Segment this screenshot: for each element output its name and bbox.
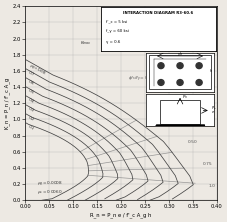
Text: .03: .03 (27, 106, 34, 113)
Text: $\rho_s = 0.0060$: $\rho_s = 0.0060$ (37, 188, 63, 196)
Text: .05: .05 (27, 88, 34, 95)
Text: .06: .06 (27, 79, 34, 86)
Text: .02: .02 (27, 115, 34, 122)
Text: $K_{max}$: $K_{max}$ (80, 39, 92, 47)
Text: .04: .04 (27, 97, 34, 104)
Text: 0.75: 0.75 (202, 162, 212, 166)
Text: $\rho_g = 0.0008$: $\rho_g = 0.0008$ (37, 179, 63, 188)
Text: $\phi f_s/f_y=0$: $\phi f_s/f_y=0$ (128, 74, 149, 83)
Y-axis label: K_n = P_n / f'_c A_g: K_n = P_n / f'_c A_g (4, 77, 10, 129)
Text: 0.50: 0.50 (188, 140, 198, 144)
X-axis label: R_n = P_n e / f'_c A_g h: R_n = P_n e / f'_c A_g h (90, 212, 152, 218)
Text: 1.0: 1.0 (208, 184, 215, 188)
Text: .07: .07 (27, 70, 34, 77)
Text: .01: .01 (27, 124, 34, 131)
Text: 0.25: 0.25 (167, 116, 176, 120)
Text: $\rho_g$=0.08: $\rho_g$=0.08 (27, 61, 47, 78)
